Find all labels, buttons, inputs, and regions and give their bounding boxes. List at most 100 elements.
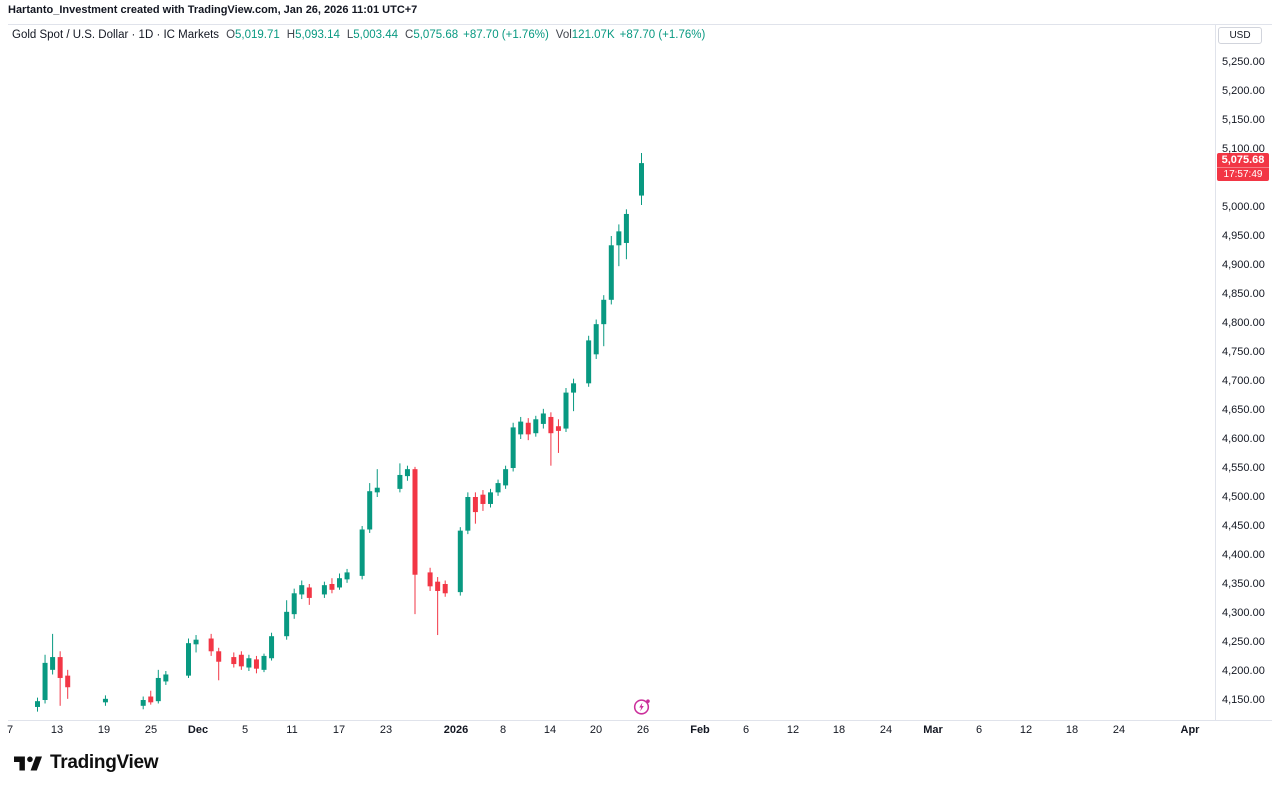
- candle-body: [457, 530, 463, 593]
- ohlc-letter: H: [286, 29, 296, 41]
- price-tick-label: 5,200.00: [1222, 85, 1265, 97]
- tradingview-logo[interactable]: TradingView: [14, 752, 159, 774]
- chart-legend: Gold Spot / U.S. Dollar · 1D · IC Market…: [12, 28, 705, 42]
- price-scale-separator: [1215, 24, 1216, 720]
- price-tick-label: 4,550.00: [1222, 462, 1265, 474]
- last-price-label: 5,075.68 17:57:49: [1217, 153, 1269, 182]
- price-tick-label: 4,250.00: [1222, 636, 1265, 648]
- volume-change: +87.70 (+1.76%): [619, 29, 706, 41]
- currency-label: USD: [1218, 27, 1262, 44]
- price-tick-label: 5,100.00: [1222, 143, 1265, 155]
- candle-body: [65, 675, 71, 688]
- candle-body: [299, 585, 305, 595]
- candle-body: [367, 491, 373, 530]
- price-tick-label: 4,750.00: [1222, 346, 1265, 358]
- candle-body: [601, 299, 607, 325]
- candle-body: [50, 657, 56, 670]
- candle-body: [102, 698, 108, 703]
- candle-body: [140, 700, 146, 706]
- price-tick-label: 5,250.00: [1222, 56, 1265, 68]
- candle-body: [525, 422, 531, 435]
- tradingview-logo-icon: [14, 756, 42, 770]
- candle-body: [472, 497, 478, 513]
- candlestick-chart-pane[interactable]: [0, 0, 1215, 745]
- candle-body: [510, 427, 516, 468]
- candle-body: [442, 584, 448, 594]
- candle-body: [35, 701, 40, 707]
- price-tick-label: 4,900.00: [1222, 259, 1265, 271]
- candle-body: [57, 657, 63, 678]
- candle-body: [306, 587, 312, 598]
- candle-body: [238, 654, 244, 667]
- last-price-value: 5,075.68: [1221, 154, 1265, 167]
- price-tick-label: 4,500.00: [1222, 491, 1265, 503]
- ohlc-value: 5,075.68: [413, 29, 459, 41]
- ohlc-value: 5,003.44: [353, 29, 399, 41]
- change-value: +87.70 (+1.76%): [463, 29, 549, 41]
- candle-body: [193, 639, 199, 645]
- price-tick-label: 4,300.00: [1222, 607, 1265, 619]
- candle-body: [329, 584, 335, 590]
- price-tick-label: 4,650.00: [1222, 404, 1265, 416]
- candle-body: [163, 674, 169, 682]
- price-tick-label: 4,700.00: [1222, 375, 1265, 387]
- ohlc-values: O5,019.71 H5,093.14 L5,003.44 C5,075.68: [219, 29, 458, 41]
- price-tick-label: 4,400.00: [1222, 549, 1265, 561]
- ohlc-value: 5,019.71: [235, 29, 280, 41]
- candle-body: [344, 572, 350, 580]
- candle-body: [563, 392, 569, 429]
- time-scale-separator: [8, 720, 1272, 721]
- candle-body: [216, 651, 222, 662]
- candle-body: [608, 245, 614, 300]
- candle-body: [246, 658, 252, 668]
- ohlc-letter: L: [346, 29, 354, 41]
- tradingview-logo-text: TradingView: [50, 752, 159, 773]
- candle-body: [404, 469, 410, 477]
- candle-body: [495, 483, 501, 493]
- candle-body: [155, 677, 161, 702]
- price-tick-label: 4,600.00: [1222, 433, 1265, 445]
- price-tick-label: 5,150.00: [1222, 114, 1265, 126]
- candle-body: [148, 696, 154, 703]
- candle-body: [42, 662, 48, 700]
- candle-body: [488, 492, 493, 504]
- candle-body: [465, 497, 471, 531]
- attribution-text: Hartanto_Investment created with Trading…: [8, 4, 418, 16]
- price-tick-label: 4,950.00: [1222, 230, 1265, 242]
- symbol-description[interactable]: Gold Spot / U.S. Dollar · 1D · IC Market…: [12, 29, 220, 41]
- candle-body: [480, 494, 486, 504]
- price-tick-label: 4,800.00: [1222, 317, 1265, 329]
- candle-body: [427, 572, 433, 587]
- candle-body: [359, 529, 365, 576]
- candle-body: [518, 421, 524, 435]
- candle-body: [548, 416, 554, 434]
- candle-body: [253, 659, 259, 669]
- candle-body: [337, 578, 342, 588]
- price-tick-label: 5,000.00: [1222, 201, 1265, 213]
- candle-body: [269, 636, 275, 659]
- chart-top-border: [8, 24, 1272, 25]
- candle-body: [586, 340, 592, 384]
- candle-body: [261, 655, 267, 670]
- candle-body: [571, 383, 577, 393]
- bar-countdown: 17:57:49: [1217, 167, 1269, 180]
- candle-body: [186, 643, 191, 676]
- price-tick-label: 4,200.00: [1222, 665, 1265, 677]
- candle-body: [284, 611, 290, 637]
- candle-body: [397, 474, 403, 489]
- candle-body: [555, 426, 561, 431]
- price-scale[interactable]: USD 5,075.68 17:57:49 5,250.00 5,200.00 5,…: [1216, 0, 1280, 745]
- price-tick-label: 4,150.00: [1222, 694, 1265, 706]
- candle-body: [540, 413, 546, 424]
- candle-body: [623, 213, 629, 243]
- candle-body: [321, 585, 327, 595]
- price-tick-label: 4,850.00: [1222, 288, 1265, 300]
- candle-body: [435, 581, 441, 591]
- candle-body: [533, 419, 539, 434]
- lightning-event-icon[interactable]: [632, 697, 651, 716]
- price-tick-label: 4,350.00: [1222, 578, 1265, 590]
- ohlc-value: 5,093.14: [295, 29, 340, 41]
- candle-body: [374, 487, 380, 493]
- volume-value: 121.07K: [571, 29, 615, 41]
- volume-label: Vol: [555, 29, 572, 41]
